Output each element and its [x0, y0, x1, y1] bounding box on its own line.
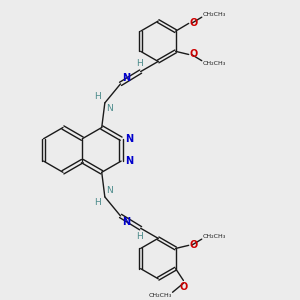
Text: H: H: [94, 199, 101, 208]
Text: H: H: [94, 92, 101, 101]
Text: N: N: [106, 186, 112, 195]
Text: H: H: [136, 59, 142, 68]
Text: CH₂CH₃: CH₂CH₃: [203, 233, 226, 238]
Text: N: N: [122, 73, 130, 83]
Text: N: N: [106, 104, 112, 113]
Text: H: H: [136, 232, 142, 241]
Text: CH₂CH₃: CH₂CH₃: [203, 11, 226, 16]
Text: N: N: [125, 134, 133, 144]
Text: O: O: [190, 18, 198, 28]
Text: N: N: [122, 217, 130, 227]
Text: N: N: [125, 156, 133, 166]
Text: O: O: [190, 240, 198, 250]
Text: O: O: [190, 50, 198, 59]
Text: CH₂CH₃: CH₂CH₃: [203, 61, 226, 66]
Text: O: O: [179, 282, 188, 292]
Text: CH₂CH₃: CH₂CH₃: [148, 293, 172, 298]
